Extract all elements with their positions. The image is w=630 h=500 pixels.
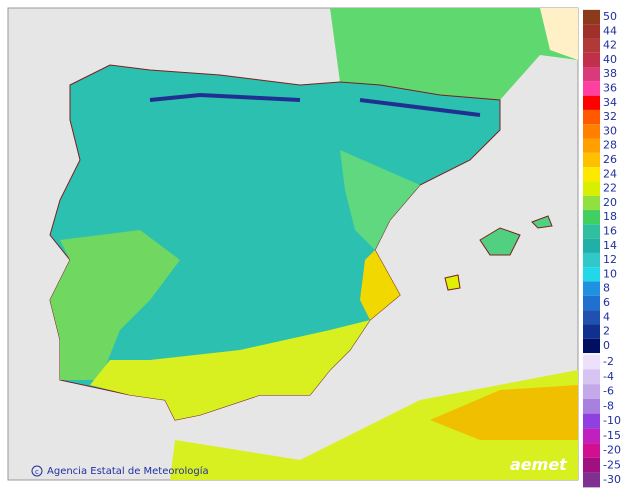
legend-label: 26 [603,153,617,166]
south-warm [90,320,370,420]
legend-swatch [583,24,600,39]
legend-swatch [583,152,600,168]
ibiza [444,274,461,291]
legend-label: 2 [603,325,610,338]
legend-label: -8 [603,399,614,412]
legend-label: 28 [603,139,617,152]
africa-hot [430,385,578,440]
legend-swatch [583,295,600,311]
legend-swatch [583,195,600,211]
legend-swatch [583,138,600,153]
legend-swatch [583,457,600,473]
legend-swatch [583,67,600,82]
legend-swatch [583,238,600,253]
credit: Agencia Estatal de Meteorología [47,465,209,477]
legend-label: 30 [603,124,617,137]
legend-label: -15 [603,429,621,442]
legend-label: 32 [603,110,617,123]
legend-swatch [583,369,600,385]
legend-label: -20 [603,444,621,457]
legend-label: 22 [603,182,617,195]
legend-swatch [583,95,600,110]
ebro [340,150,420,250]
copyright-icon [31,465,43,477]
legend-label: -25 [603,458,621,471]
mountains [149,92,301,102]
east-warm [360,250,400,320]
west-warm [50,230,180,380]
legend-label: 36 [603,82,617,95]
legend-label: 34 [603,96,617,109]
legend-label: 8 [603,282,610,295]
france [330,8,578,100]
legend-swatch [583,181,600,196]
legend-swatch [583,167,600,182]
legend-label: 20 [603,196,617,209]
legend-swatch [583,354,600,370]
legend-swatch [583,310,600,325]
legend-swatch [583,443,600,458]
legend-swatch [583,38,600,53]
legend-label: 50 [603,10,617,23]
legend-swatch [583,210,600,225]
pyrenees [359,98,481,117]
legend-label: 0 [603,339,610,352]
menorca [531,215,553,229]
legend-swatch [583,267,600,282]
legend-swatch [583,124,600,139]
legend-label: 14 [603,239,617,252]
legend: 5044424038363432302826242220181614121086… [583,9,621,488]
legend-label: -10 [603,414,621,427]
legend-swatch [583,224,600,239]
legend-swatch [583,398,600,414]
legend-label: 10 [603,267,617,280]
legend-label: 38 [603,67,617,80]
legend-label: 44 [603,24,617,37]
legend-label: -2 [603,355,614,368]
legend-label: -6 [603,385,614,398]
france-east [540,8,578,60]
legend-label: -4 [603,370,614,383]
legend-label: 24 [603,167,617,180]
legend-swatch [583,9,600,25]
legend-swatch [583,472,600,488]
legend-swatch [583,338,600,354]
legend-label: 18 [603,210,617,223]
legend-label: -30 [603,473,621,486]
legend-swatch [583,252,600,268]
legend-label: 12 [603,253,617,266]
legend-label: 6 [603,296,610,309]
legend-swatch [583,52,600,68]
legend-swatch [583,81,600,96]
africa [170,370,578,480]
legend-label: 4 [603,310,610,323]
legend-swatch [583,324,600,339]
legend-swatch [583,428,600,444]
legend-swatch [583,281,600,296]
copyright-c: c [35,468,39,476]
legend-swatch [583,413,600,429]
legend-swatch [583,109,600,125]
legend-label: 40 [603,53,617,66]
logo: aemet [510,455,568,474]
legend-label: 16 [603,225,617,238]
mallorca [479,227,521,256]
legend-swatch [583,384,600,399]
legend-label: 42 [603,39,617,52]
